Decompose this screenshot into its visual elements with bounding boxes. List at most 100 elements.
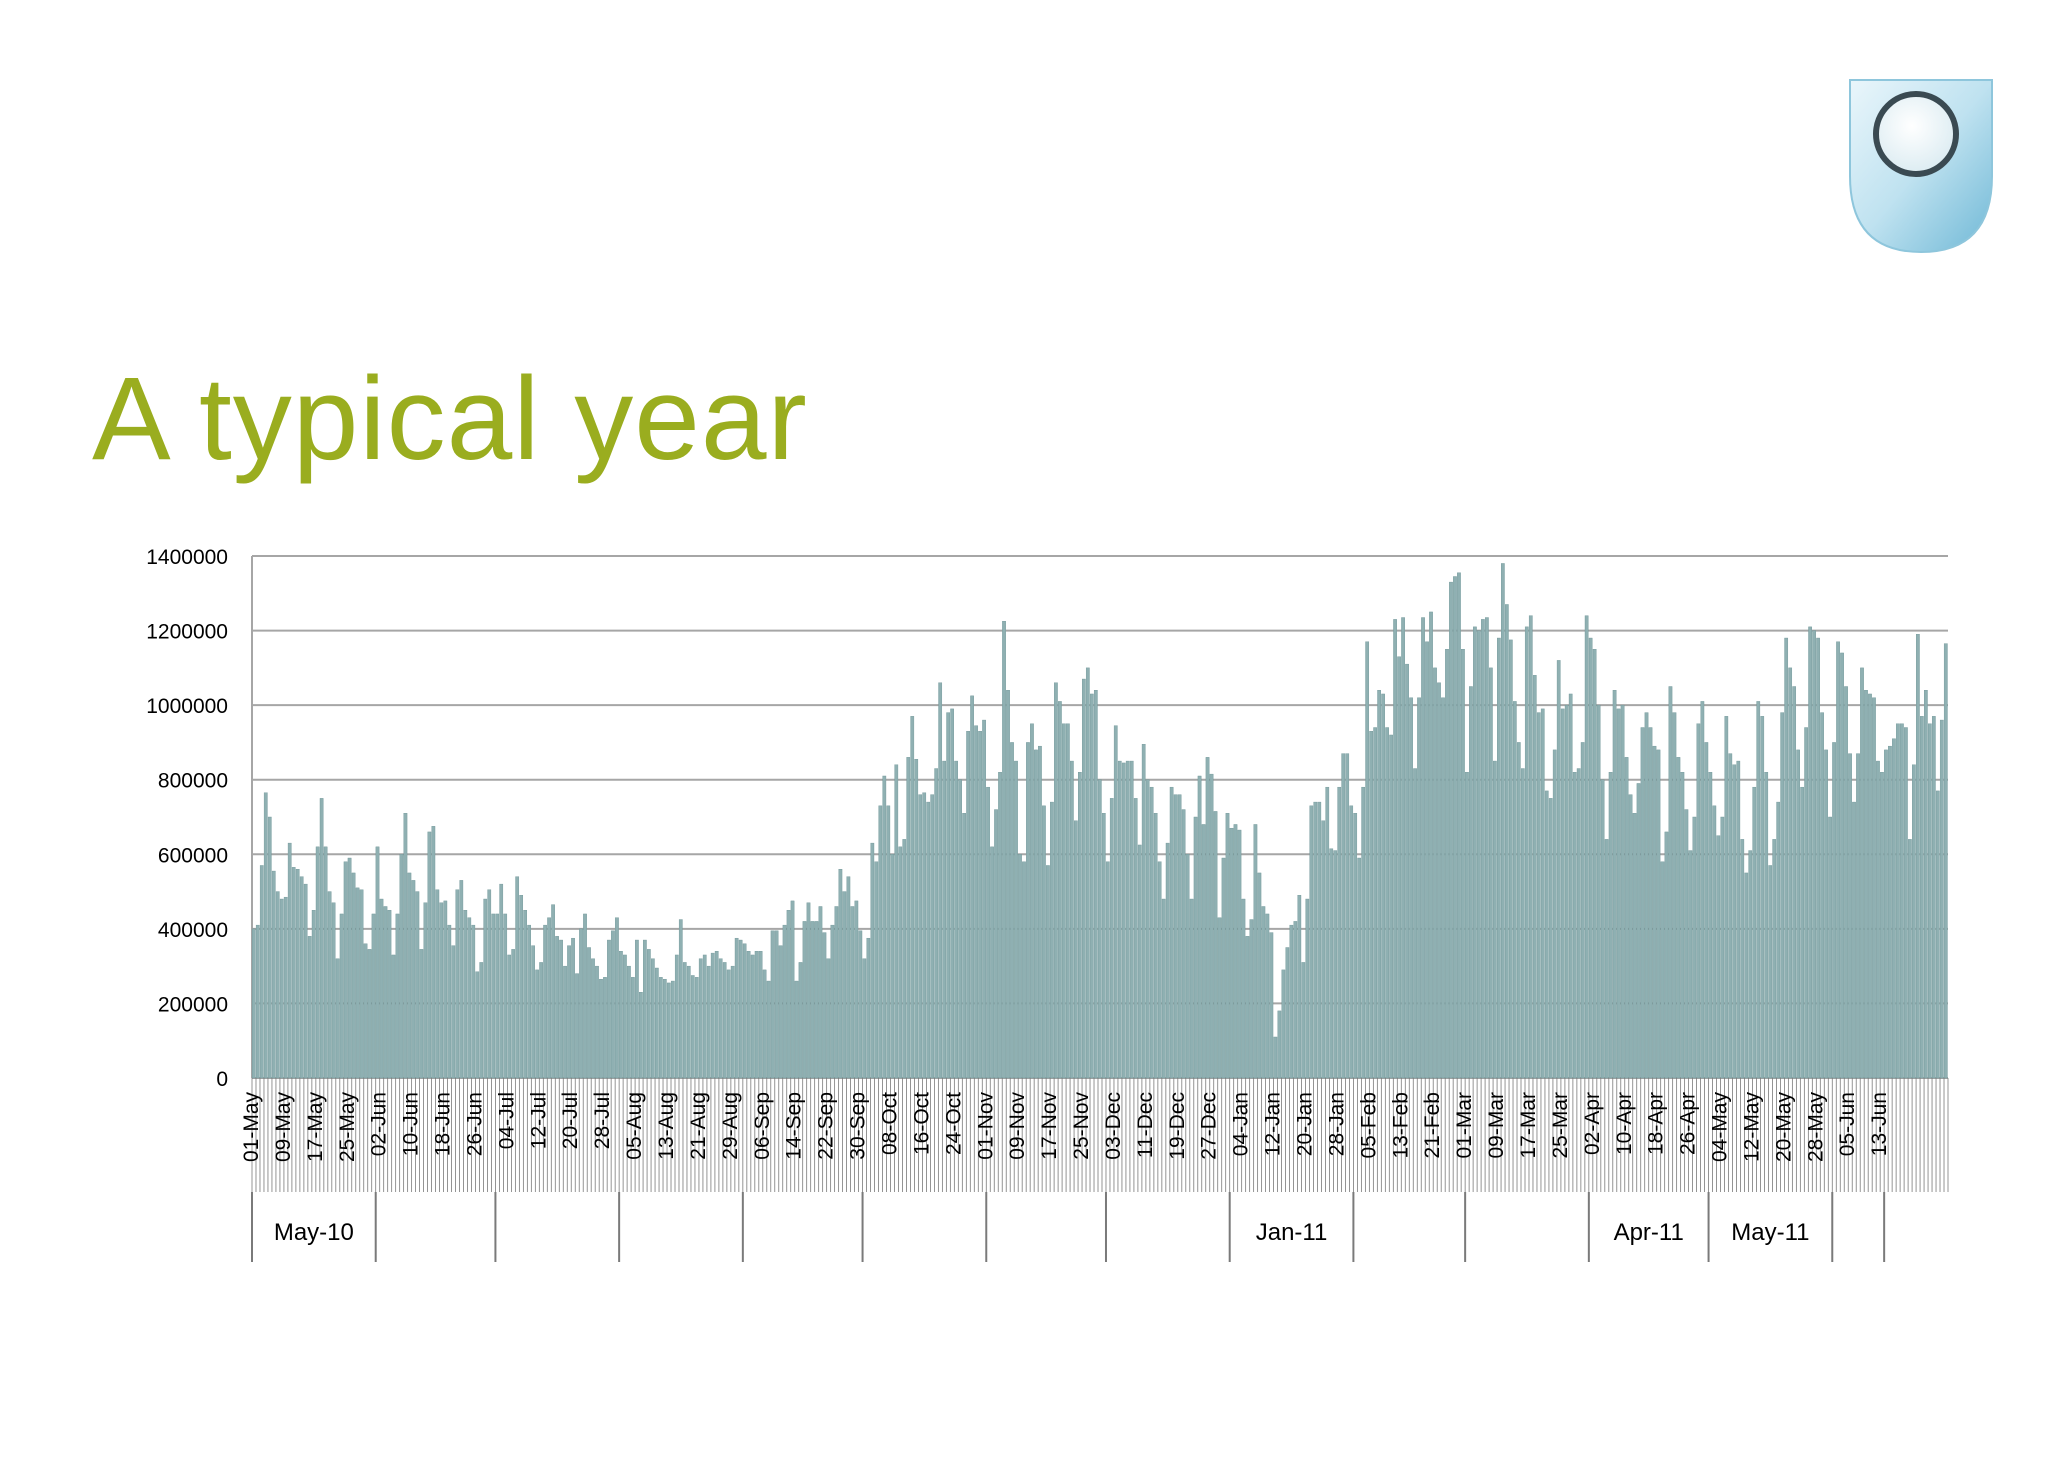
- bar: [483, 898, 488, 1079]
- bar: [1465, 772, 1469, 1079]
- y-tick-label: 800000: [158, 770, 228, 793]
- bar: [1018, 854, 1022, 1079]
- x-tick-label: 04-May: [1709, 1092, 1732, 1163]
- bar: [1249, 919, 1254, 1079]
- bar: [1888, 745, 1892, 1079]
- x-tick-label: 16-Oct: [910, 1092, 933, 1155]
- bar: [1289, 924, 1294, 1079]
- bar: [1740, 839, 1745, 1079]
- x-tick-label: 20-May: [1772, 1092, 1795, 1163]
- bar: [1876, 760, 1880, 1079]
- bar: [1437, 682, 1441, 1079]
- bar: [1181, 809, 1186, 1079]
- bar: [1536, 712, 1541, 1079]
- bar: [563, 965, 567, 1079]
- bar: [910, 716, 915, 1079]
- bar: [1357, 857, 1362, 1079]
- bar: [567, 945, 571, 1079]
- bar: [1081, 678, 1086, 1079]
- bar: [595, 965, 599, 1079]
- bar: [818, 906, 823, 1079]
- bar: [918, 794, 923, 1079]
- bar: [1576, 768, 1581, 1079]
- bar: [1904, 727, 1908, 1079]
- bar: [627, 965, 631, 1079]
- bar: [1696, 723, 1701, 1079]
- month-label: May-11: [1731, 1219, 1809, 1246]
- bar: [1776, 801, 1781, 1079]
- x-tick-label: 25-Mar: [1549, 1092, 1572, 1159]
- bar: [1417, 697, 1421, 1079]
- bar: [1792, 686, 1797, 1079]
- x-tick-label: 27-Dec: [1198, 1092, 1221, 1160]
- bar: [1425, 641, 1429, 1079]
- x-tick-label: 25-May: [336, 1092, 359, 1163]
- bar: [487, 889, 492, 1079]
- bar: [1261, 906, 1266, 1079]
- bar: [335, 958, 340, 1079]
- bar: [495, 913, 500, 1079]
- bar: [1117, 760, 1122, 1079]
- bar: [1473, 626, 1477, 1079]
- x-tick-label: 09-Nov: [1006, 1092, 1029, 1160]
- bar: [1943, 643, 1948, 1079]
- bar: [1405, 663, 1409, 1079]
- bar: [1812, 630, 1816, 1079]
- bar: [1852, 801, 1856, 1079]
- bar: [1924, 690, 1928, 1079]
- bar: [1213, 811, 1218, 1079]
- x-tick-label: 28-May: [1804, 1092, 1827, 1163]
- x-tick-label: 24-Oct: [942, 1092, 965, 1155]
- bar: [255, 924, 260, 1079]
- bar: [1744, 872, 1749, 1079]
- bar: [1672, 712, 1677, 1079]
- bar: [1592, 649, 1597, 1079]
- bar: [1856, 753, 1860, 1079]
- bar: [423, 902, 428, 1079]
- bar: [1429, 611, 1433, 1079]
- bar: [1125, 760, 1130, 1079]
- bar: [1668, 686, 1673, 1079]
- bar: [1560, 708, 1565, 1079]
- bar: [1169, 786, 1174, 1079]
- bar: [1197, 775, 1202, 1079]
- bar: [1864, 690, 1868, 1079]
- bar: [1664, 831, 1669, 1079]
- bar: [770, 930, 775, 1079]
- bar: [267, 816, 272, 1079]
- bar: [1548, 798, 1553, 1079]
- bar: [387, 910, 392, 1079]
- bar: [1540, 708, 1545, 1079]
- bar: [1828, 816, 1832, 1079]
- bar: [1720, 816, 1725, 1079]
- bar: [1784, 637, 1789, 1079]
- bar: [1066, 723, 1070, 1079]
- bar: [315, 846, 320, 1079]
- x-axis-ticks: 01-May 09-May 17-May 25-May 02-Jun 10-Jun 18-J…: [240, 1078, 1949, 1192]
- bar: [1860, 667, 1864, 1079]
- bar: [766, 980, 771, 1079]
- y-tick-label: 0: [216, 1068, 228, 1091]
- bar: [1050, 801, 1054, 1079]
- bar: [1325, 786, 1330, 1079]
- bar: [1285, 947, 1290, 1079]
- bar: [547, 917, 551, 1079]
- bar: [1369, 731, 1374, 1079]
- bar: [1572, 772, 1577, 1079]
- bar: [1624, 757, 1629, 1079]
- bar: [619, 951, 623, 1079]
- x-tick-label: 03-Dec: [1102, 1092, 1125, 1160]
- x-tick-label: 01-Mar: [1453, 1092, 1476, 1159]
- bar: [1796, 749, 1800, 1079]
- bar: [1241, 898, 1246, 1079]
- bar: [327, 891, 332, 1079]
- bar: [647, 949, 651, 1079]
- bar: [1421, 617, 1425, 1079]
- bar: [1600, 779, 1605, 1079]
- bar: [355, 887, 360, 1079]
- x-tick-label: 20-Jul: [559, 1092, 582, 1149]
- bar: [587, 947, 591, 1079]
- bar: [1365, 641, 1370, 1079]
- bar: [395, 913, 400, 1079]
